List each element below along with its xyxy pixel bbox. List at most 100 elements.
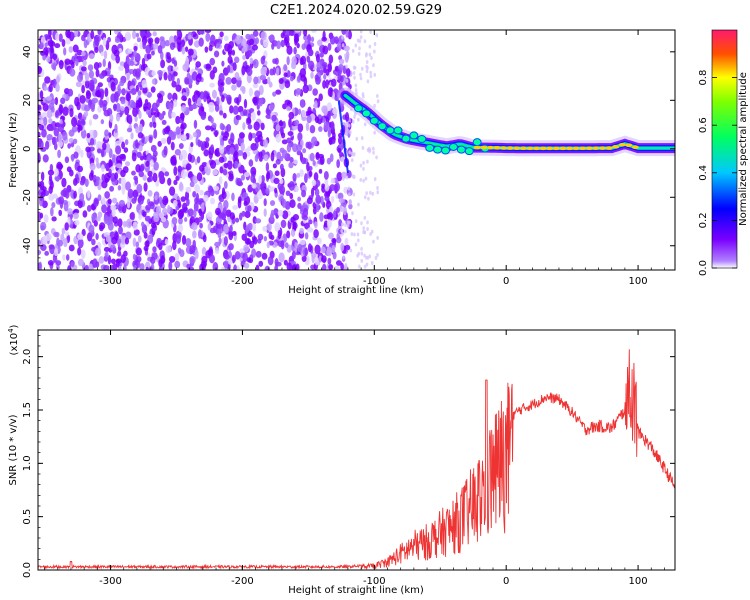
noise-blob	[38, 261, 43, 270]
noise-blob	[221, 94, 225, 103]
noise-blob	[135, 126, 140, 134]
spectrogram-frame	[37, 29, 676, 271]
noise-blob	[150, 50, 155, 56]
noise-blob	[213, 185, 220, 192]
noise-blob	[256, 104, 260, 110]
noise-blob	[214, 130, 218, 138]
signal-blob	[472, 138, 482, 147]
noise-blob	[316, 202, 320, 213]
noise-blob	[219, 87, 223, 97]
noise-blob	[207, 222, 212, 231]
noise-blob	[362, 178, 365, 183]
noise-blob	[142, 211, 147, 217]
noise-blob	[115, 155, 123, 165]
noise-blob	[135, 84, 139, 92]
carrier-mark	[592, 146, 600, 150]
noise-blob	[171, 111, 176, 119]
noise-blob	[249, 57, 254, 65]
noise-blob	[365, 60, 369, 65]
noise-blob	[373, 103, 376, 108]
noise-blob	[320, 195, 324, 205]
noise-blob	[278, 252, 285, 263]
noise-blob	[209, 70, 215, 80]
noise-blob	[374, 255, 378, 260]
noise-blob	[334, 265, 340, 270]
noise-blob	[317, 237, 322, 245]
noise-blob	[69, 169, 74, 177]
noise-blob	[94, 46, 99, 53]
noise-blob	[73, 190, 77, 199]
noise-blob	[260, 31, 267, 41]
noise-blob	[317, 39, 323, 47]
noise-blob	[80, 249, 86, 260]
noise-blob	[97, 30, 102, 36]
noise-blob	[247, 205, 252, 212]
noise-blob	[231, 49, 236, 56]
noise-blob	[118, 265, 122, 270]
noise-blob	[162, 195, 169, 206]
noise-blob	[314, 116, 320, 124]
noise-blob	[336, 206, 341, 213]
noise-blob	[361, 145, 365, 150]
noise-blob	[229, 147, 235, 155]
noise-blob	[314, 100, 318, 109]
noise-blob	[313, 221, 318, 229]
noise-blob	[223, 223, 229, 234]
noise-blob	[100, 119, 105, 125]
noise-blob	[120, 169, 126, 178]
noise-blob	[226, 123, 232, 132]
noise-blob	[199, 189, 204, 196]
noise-blob	[184, 77, 190, 85]
noise-blob	[47, 169, 55, 176]
noise-blob	[42, 103, 49, 112]
noise-blob	[176, 36, 182, 46]
noise-blob	[276, 40, 281, 50]
noise-blob	[138, 144, 143, 152]
noise-blob	[40, 221, 47, 231]
noise-blob	[324, 196, 330, 202]
noise-blob	[218, 237, 222, 245]
noise-blob	[173, 99, 178, 108]
noise-blob	[364, 176, 368, 181]
spectrogram-signal-trace	[337, 87, 675, 174]
noise-blob	[343, 53, 347, 58]
noise-blob	[77, 165, 84, 173]
noise-blob	[64, 58, 71, 65]
noise-blob	[114, 172, 119, 180]
noise-blob	[235, 34, 242, 45]
noise-blob	[258, 156, 263, 162]
colorbar-label: Normalized spectral amplitude	[738, 72, 749, 226]
noise-blob	[234, 143, 239, 152]
noise-blob	[152, 31, 157, 37]
noise-blob	[246, 73, 252, 84]
noise-blob	[337, 147, 342, 154]
noise-blob	[307, 60, 315, 70]
noise-blob	[208, 254, 216, 264]
noise-blob	[192, 191, 197, 198]
noise-blob	[84, 264, 89, 270]
noise-blob	[71, 116, 78, 127]
noise-blob	[68, 129, 75, 137]
noise-blob	[198, 208, 203, 217]
noise-blob	[262, 38, 269, 48]
noise-blob	[231, 77, 237, 85]
noise-blob	[342, 206, 347, 216]
noise-blob	[295, 186, 299, 193]
noise-blob	[180, 134, 187, 141]
noise-blob	[265, 187, 270, 195]
noise-blob	[69, 68, 76, 77]
noise-blob	[365, 64, 368, 69]
noise-blob	[360, 66, 364, 71]
carrier-mark	[631, 145, 639, 150]
noise-blob	[74, 96, 80, 107]
noise-blob	[164, 39, 171, 47]
figure-title: C2E1.2024.020.02.59.G29	[270, 3, 442, 18]
noise-blob	[194, 94, 199, 101]
noise-blob	[76, 49, 83, 56]
noise-blob	[133, 229, 140, 236]
noise-blob	[358, 46, 361, 51]
noise-blob	[116, 251, 122, 257]
noise-blob	[231, 84, 237, 91]
noise-blob	[113, 104, 117, 112]
noise-blob	[58, 104, 64, 115]
